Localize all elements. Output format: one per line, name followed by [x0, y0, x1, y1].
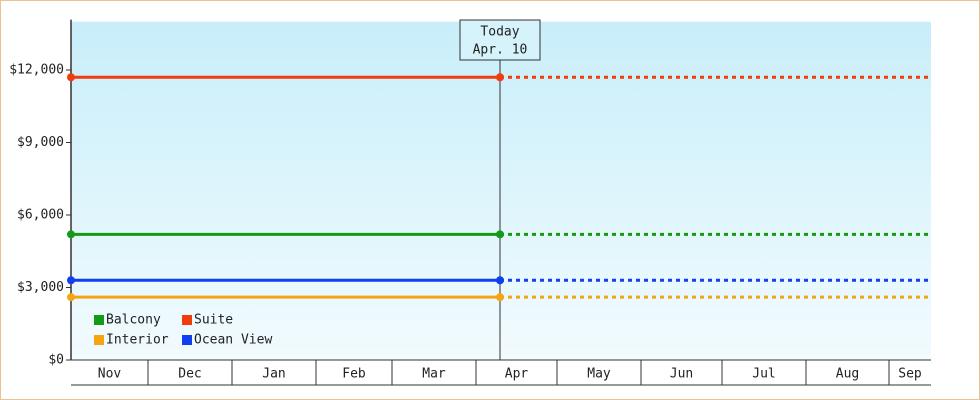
- y-tick-label: $6,000: [17, 208, 64, 223]
- price-point: [496, 276, 504, 285]
- price-point: [67, 276, 75, 285]
- x-tick-label: Apr: [505, 367, 529, 382]
- x-tick-label: Aug: [836, 367, 859, 382]
- price-point: [67, 293, 75, 302]
- legend-label: Balcony: [106, 313, 161, 328]
- y-tick-label: $3,000: [17, 280, 64, 295]
- x-tick-label: Dec: [178, 367, 201, 382]
- x-tick-label: May: [587, 367, 611, 382]
- x-tick-label: Jun: [670, 367, 693, 382]
- price-point: [496, 73, 504, 82]
- legend-swatch: [94, 315, 104, 325]
- legend-swatch: [182, 335, 192, 345]
- x-tick-label: Jan: [262, 367, 285, 382]
- price-point: [67, 73, 75, 82]
- y-tick-label: $9,000: [17, 135, 64, 150]
- price-point: [496, 230, 504, 239]
- x-tick-label: Sep: [898, 367, 922, 382]
- plot-background: [71, 21, 931, 361]
- today-label: Today: [480, 25, 519, 40]
- legend-label: Interior: [106, 333, 169, 348]
- x-tick-label: Jul: [752, 367, 775, 382]
- legend-swatch: [182, 315, 192, 325]
- y-tick-label: $0: [48, 353, 64, 368]
- y-tick-label: $12,000: [9, 63, 64, 78]
- today-date: Apr. 10: [473, 43, 528, 58]
- x-tick-label: Nov: [98, 367, 122, 382]
- legend-label: Ocean View: [194, 333, 272, 348]
- price-point: [67, 230, 75, 239]
- x-tick-label: Mar: [422, 367, 446, 382]
- price-point: [496, 293, 504, 302]
- today-box: [459, 19, 541, 61]
- legend-label: Suite: [194, 313, 233, 328]
- legend-swatch: [94, 335, 104, 345]
- x-tick-label: Feb: [342, 367, 366, 382]
